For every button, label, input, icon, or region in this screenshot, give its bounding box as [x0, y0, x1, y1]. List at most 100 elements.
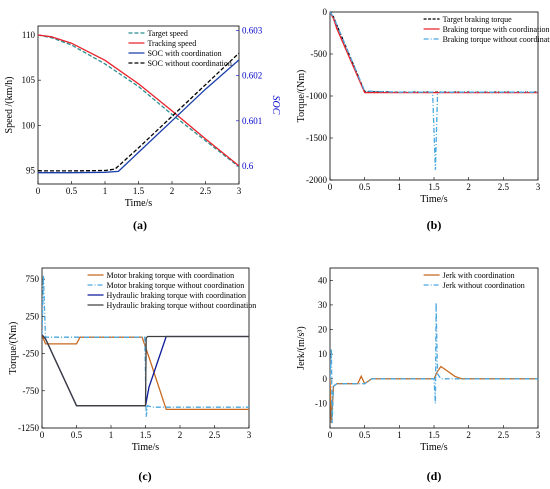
series-group [330, 12, 538, 170]
x-tick-label: 2 [466, 182, 471, 192]
x-tick-label: 3 [237, 186, 242, 196]
y-right-tick-label: 0.603 [242, 26, 263, 36]
legend-entry: Jerk without coordination [443, 281, 525, 290]
series-line-2 [330, 302, 538, 424]
y-tick-label: -250 [23, 349, 40, 359]
y-right-tick-label: 0.602 [242, 71, 262, 81]
legend-entry: Target speed [147, 29, 187, 38]
legend-entry: Hydraulic braking torque without coordin… [107, 301, 257, 310]
panel-c: 0 0.5 1 1.5 2 2.5 3 750 250 -250 -750 -1250 Time/s To… [8, 267, 257, 483]
y-axis-label: Jerk/(m/s³) [296, 326, 307, 370]
legend-entry: SOC without coordination [147, 59, 231, 68]
legend-entry: Motor braking torque without coordinatio… [107, 281, 245, 290]
x-tick-label: 3 [536, 182, 541, 192]
y-tick-label: -1000 [306, 91, 327, 101]
panel-label: (a) [133, 218, 147, 232]
y-tick-label: -10 [315, 398, 327, 408]
y-axis-label: Speed /(km/h) [4, 77, 15, 134]
panel-b: 0 0.5 1 1.5 2 2.5 3 0 -500 -1000 -1500 -2000 Time/s T… [296, 7, 550, 232]
x-tick-label: 2.5 [200, 186, 212, 196]
y-tick-label: 750 [26, 274, 40, 284]
y-tick-label: 10 [318, 349, 328, 359]
plot-frame [37, 25, 240, 185]
x-tick-label: 2 [170, 186, 175, 196]
x-tick-label: 1 [397, 430, 402, 440]
legend: Motor braking torque with coordinationMo… [87, 271, 257, 310]
x-tick-label: 0.5 [359, 182, 371, 192]
x-tick-label: 0.5 [66, 186, 78, 196]
x-tick-label: 1 [109, 430, 114, 440]
series-line-3 [330, 12, 538, 170]
y-tick-label: -1500 [306, 133, 327, 143]
panel-label: (b) [427, 218, 442, 232]
x-tick-label: 3 [536, 430, 541, 440]
y-tick-label: 20 [318, 325, 328, 335]
y-tick-label: -750 [23, 386, 40, 396]
y-tick-label: -2000 [306, 175, 327, 185]
panel-label: (c) [138, 469, 151, 483]
x-tick-label: 1.5 [140, 430, 152, 440]
legend-entry: SOC with coordination [147, 49, 221, 58]
x-tick-label: 0 [328, 182, 333, 192]
x-tick-label: 0.5 [359, 430, 371, 440]
legend-entry: Target braking torque [443, 15, 512, 24]
legend-entry: Tracking speed [147, 39, 196, 48]
y-tick-label: -500 [311, 49, 328, 59]
y-tick-label: 250 [26, 311, 40, 321]
y-axis-label: Torque/(Nm) [8, 322, 19, 375]
x-tick-label: 0 [328, 430, 333, 440]
y-axis-label: Torque/(Nm) [296, 70, 307, 123]
x-tick-label: 1 [103, 186, 108, 196]
y-right-tick-label: 0.601 [242, 116, 262, 126]
series-group [330, 302, 538, 424]
x-tick-label: 1.5 [428, 430, 440, 440]
series-line-3 [38, 59, 239, 174]
y-tick-label: 40 [318, 275, 328, 285]
series-line-1 [38, 34, 239, 168]
panel-d: 0 0.5 1 1.5 2 2.5 3 40 30 20 10 0 -10 Time/s Jerk/(m/s… [296, 267, 541, 483]
y-right-tick-label: 0.6 [242, 161, 254, 171]
y-tick-label: -1250 [18, 423, 39, 433]
x-tick-label: 0 [40, 430, 45, 440]
x-tick-label: 1.5 [428, 182, 440, 192]
x-tick-label: 2 [178, 430, 183, 440]
legend-entry: Braking torque with coordination [443, 25, 550, 34]
series-line-2 [42, 275, 249, 417]
series-group [38, 34, 239, 174]
x-axis-label: Time/s [420, 194, 448, 205]
legend-entry: Jerk with coordination [443, 271, 515, 280]
legend-entry: Hydraulic braking torque with coordinati… [107, 291, 247, 300]
x-axis-label: Time/s [420, 442, 448, 453]
plot-frame [329, 11, 539, 181]
x-tick-label: 2.5 [498, 182, 510, 192]
series-line-2 [38, 34, 239, 167]
y-tick-label: 0 [323, 374, 328, 384]
series-line-1 [330, 12, 538, 93]
x-tick-label: 3 [247, 430, 252, 440]
x-tick-label: 1 [397, 182, 402, 192]
x-tick-label: 0.5 [71, 430, 83, 440]
legend-entry: Motor braking torque with coordination [107, 271, 235, 280]
x-tick-label: 2.5 [498, 430, 510, 440]
y-tick-label: 30 [318, 300, 328, 310]
panel-label: (d) [427, 469, 442, 483]
y-tick-label: 100 [22, 120, 36, 130]
x-tick-label: 1.5 [133, 186, 145, 196]
x-axis-label: Time/s [132, 442, 160, 453]
y-tick-label: 95 [26, 165, 36, 175]
series-line-4 [38, 52, 239, 172]
x-axis-label: Time/s [125, 198, 153, 209]
x-tick-label: 2 [466, 430, 471, 440]
x-tick-label: 0 [36, 186, 41, 196]
panel-a: 0 0.5 1 1.5 2 2.5 3 95 100 105 110 0.6 0.601 0.602 0.6… [4, 26, 281, 232]
plot-frame [329, 267, 539, 429]
series-line-4 [42, 334, 249, 407]
y-tick-label: 110 [22, 30, 36, 40]
y-tick-label: 0 [323, 7, 328, 17]
legend-entry: Braking torque without coordination [443, 35, 550, 44]
y-right-axis-label: SOC [270, 96, 281, 115]
